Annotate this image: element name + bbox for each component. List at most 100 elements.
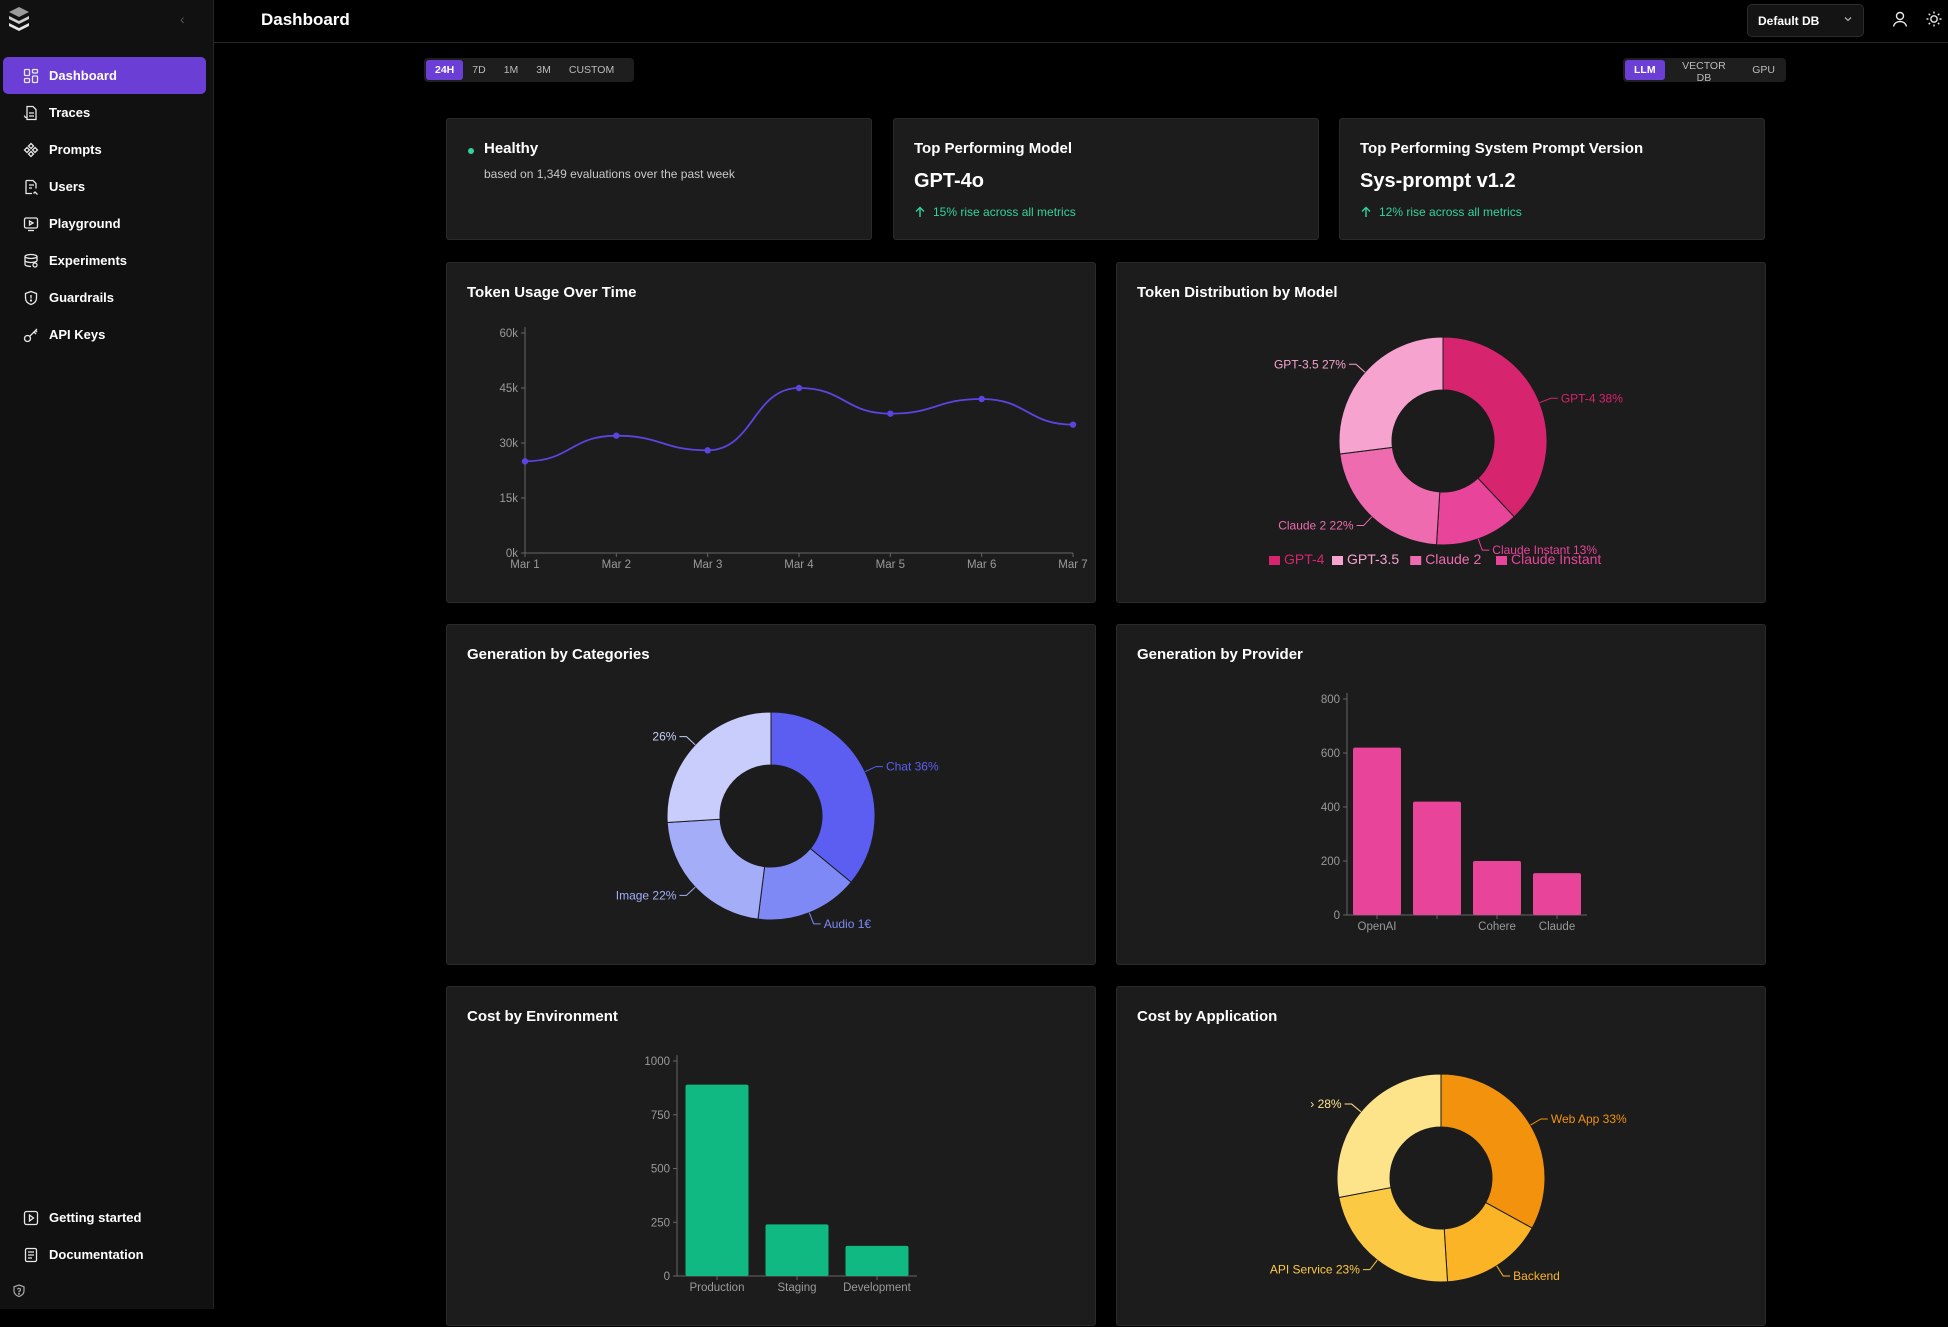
slice-leader-line — [1356, 516, 1373, 527]
category-vector-db[interactable]: VECTOR DB — [1665, 60, 1744, 84]
legend-label: GPT-4 — [1284, 551, 1325, 567]
x-tick-label: Mar 4 — [784, 559, 814, 571]
user-icon[interactable] — [1891, 10, 1909, 28]
sidebar-item-dashboard[interactable]: Dashboard — [3, 57, 206, 94]
top-model-rise: 15% rise across all metrics — [914, 205, 1076, 219]
y-tick-label: 0k — [506, 548, 518, 560]
legend-label: Claude 2 — [1425, 551, 1481, 567]
collapse-sidebar-icon[interactable]: ‹ — [180, 11, 185, 27]
slice-leader-line — [679, 886, 696, 896]
slice-label: Claude Instant 13% — [1492, 543, 1597, 557]
slice-label: API Service 23% — [1270, 1263, 1360, 1277]
slice-label: Web App 33% — [1551, 1112, 1627, 1126]
generation-provider-card: Generation by Provider 0 200 400 600 800 Open… — [1116, 624, 1766, 965]
slice-leader-line — [1496, 1265, 1511, 1277]
top-prompt-value: Sys-prompt v1.2 — [1360, 170, 1516, 192]
x-tick-label: Mar 1 — [510, 559, 539, 571]
time-range-7d[interactable]: 7D — [463, 60, 494, 80]
bar — [1533, 873, 1581, 915]
sidebar-item-label: Users — [49, 179, 86, 194]
slice-leader-line — [679, 736, 696, 746]
sidebar-item-label: Getting started — [49, 1210, 142, 1225]
slice-label: GPT-3.5 27% — [1274, 357, 1346, 371]
time-range-24h[interactable]: 24H — [426, 60, 464, 80]
y-tick-label: 45k — [499, 383, 518, 395]
y-tick-label: 400 — [1321, 802, 1340, 814]
play-icon — [23, 1210, 39, 1225]
sidebar-item-experiments[interactable]: Experiments — [3, 242, 206, 279]
x-tick-label: Staging — [777, 1282, 816, 1294]
sidebar: ‹ Dashboard Traces Prompts Users Playgro… — [0, 0, 214, 1309]
chevron-down-icon — [1844, 17, 1852, 22]
time-range-1m[interactable]: 1M — [495, 60, 528, 80]
y-tick-label: 30k — [499, 438, 518, 450]
slice-leader-line — [1362, 1259, 1378, 1271]
x-tick-label: Mar 2 — [602, 559, 631, 571]
y-tick-label: 60k — [499, 328, 518, 340]
arrow-up-icon — [1361, 206, 1371, 217]
x-tick-label: Mar 7 — [1058, 559, 1087, 571]
top-bar: Dashboard Default DB — [214, 0, 1948, 43]
health-subtitle: based on 1,349 evaluations over the past… — [484, 167, 735, 181]
category-gpu[interactable]: GPU — [1743, 60, 1784, 80]
sidebar-item-documentation[interactable]: Documentation — [3, 1236, 206, 1273]
data-point — [1069, 421, 1077, 428]
sidebar-item-users[interactable]: Users — [3, 168, 206, 205]
slice-label: Audio 1€ — [824, 917, 872, 931]
top-model-value: GPT-4o — [914, 170, 985, 192]
x-tick-label: Cohere — [1478, 921, 1516, 933]
time-range-selector: 24H 7D 1M 3M CUSTOM — [424, 58, 634, 82]
x-tick-label: Mar 6 — [967, 559, 996, 571]
top-model-rise-text: 15% rise across all metrics — [933, 205, 1076, 219]
x-tick-label: OpenAI — [1358, 921, 1397, 933]
sidebar-item-traces[interactable]: Traces — [3, 94, 206, 131]
legend-label: Claude Instant — [1511, 551, 1601, 567]
sidebar-item-label: Prompts — [49, 142, 102, 157]
top-prompt-card: Top Performing System Prompt Version Sys… — [1339, 118, 1765, 240]
slice-label: Claude 2 22% — [1278, 519, 1354, 533]
data-point — [978, 395, 985, 403]
y-tick-label: 800 — [1321, 694, 1340, 706]
sidebar-item-playground[interactable]: Playground — [3, 205, 206, 242]
y-tick-label: 500 — [651, 1164, 670, 1176]
experiments-icon — [24, 253, 38, 268]
series-line — [524, 387, 1074, 463]
app-logo-icon[interactable] — [6, 4, 32, 34]
generation-categories-card: Generation by Categories Chat 36% Audio 1… — [446, 624, 1096, 965]
pie-slice — [1338, 1186, 1449, 1283]
data-point — [704, 447, 711, 454]
time-range-custom[interactable]: CUSTOM — [560, 60, 623, 80]
prompts-icon — [23, 142, 39, 157]
x-tick-label: Claude — [1539, 921, 1575, 933]
sidebar-item-label: API Keys — [49, 327, 106, 342]
bar — [1353, 747, 1401, 915]
sidebar-item-guardrails[interactable]: Guardrails — [3, 279, 206, 316]
bar — [845, 1245, 909, 1276]
token-usage-chart: 0k 15k 30k 45k 60k Mar 1 Mar 2 Mar 3 Mar 4 Mar 5 M… — [499, 327, 1088, 571]
x-tick-label: Mar 3 — [693, 559, 722, 571]
top-prompt-rise-text: 12% rise across all metrics — [1379, 205, 1522, 219]
pie-slice — [1339, 446, 1441, 546]
slice-label: GPT-4 38% — [1561, 391, 1623, 405]
y-tick-label: 600 — [1321, 748, 1340, 760]
database-select[interactable]: Default DB — [1747, 4, 1864, 37]
sidebar-item-api-keys[interactable]: API Keys — [3, 316, 206, 353]
sidebar-item-label: Guardrails — [49, 290, 115, 305]
slice-leader-line — [1477, 538, 1490, 551]
top-model-title: Top Performing Model — [914, 140, 1073, 157]
top-prompt-rise: 12% rise across all metrics — [1360, 205, 1522, 219]
pie-slice — [1336, 1073, 1442, 1199]
sidebar-item-label: Dashboard — [49, 68, 117, 83]
data-point — [795, 384, 803, 392]
y-tick-label: 750 — [651, 1110, 670, 1122]
chart-title: Token Distribution by Model — [1137, 284, 1338, 301]
theme-toggle-icon[interactable] — [1925, 10, 1943, 28]
y-tick-label: 15k — [499, 493, 518, 505]
sidebar-item-prompts[interactable]: Prompts — [3, 131, 206, 168]
time-range-3m[interactable]: 3M — [527, 60, 560, 80]
sidebar-item-getting-started[interactable]: Getting started — [3, 1199, 206, 1236]
chart-title: Cost by Application — [1137, 1008, 1278, 1025]
category-llm[interactable]: LLM — [1625, 60, 1665, 80]
shield-icon — [24, 290, 38, 305]
help-icon[interactable] — [12, 1284, 26, 1298]
